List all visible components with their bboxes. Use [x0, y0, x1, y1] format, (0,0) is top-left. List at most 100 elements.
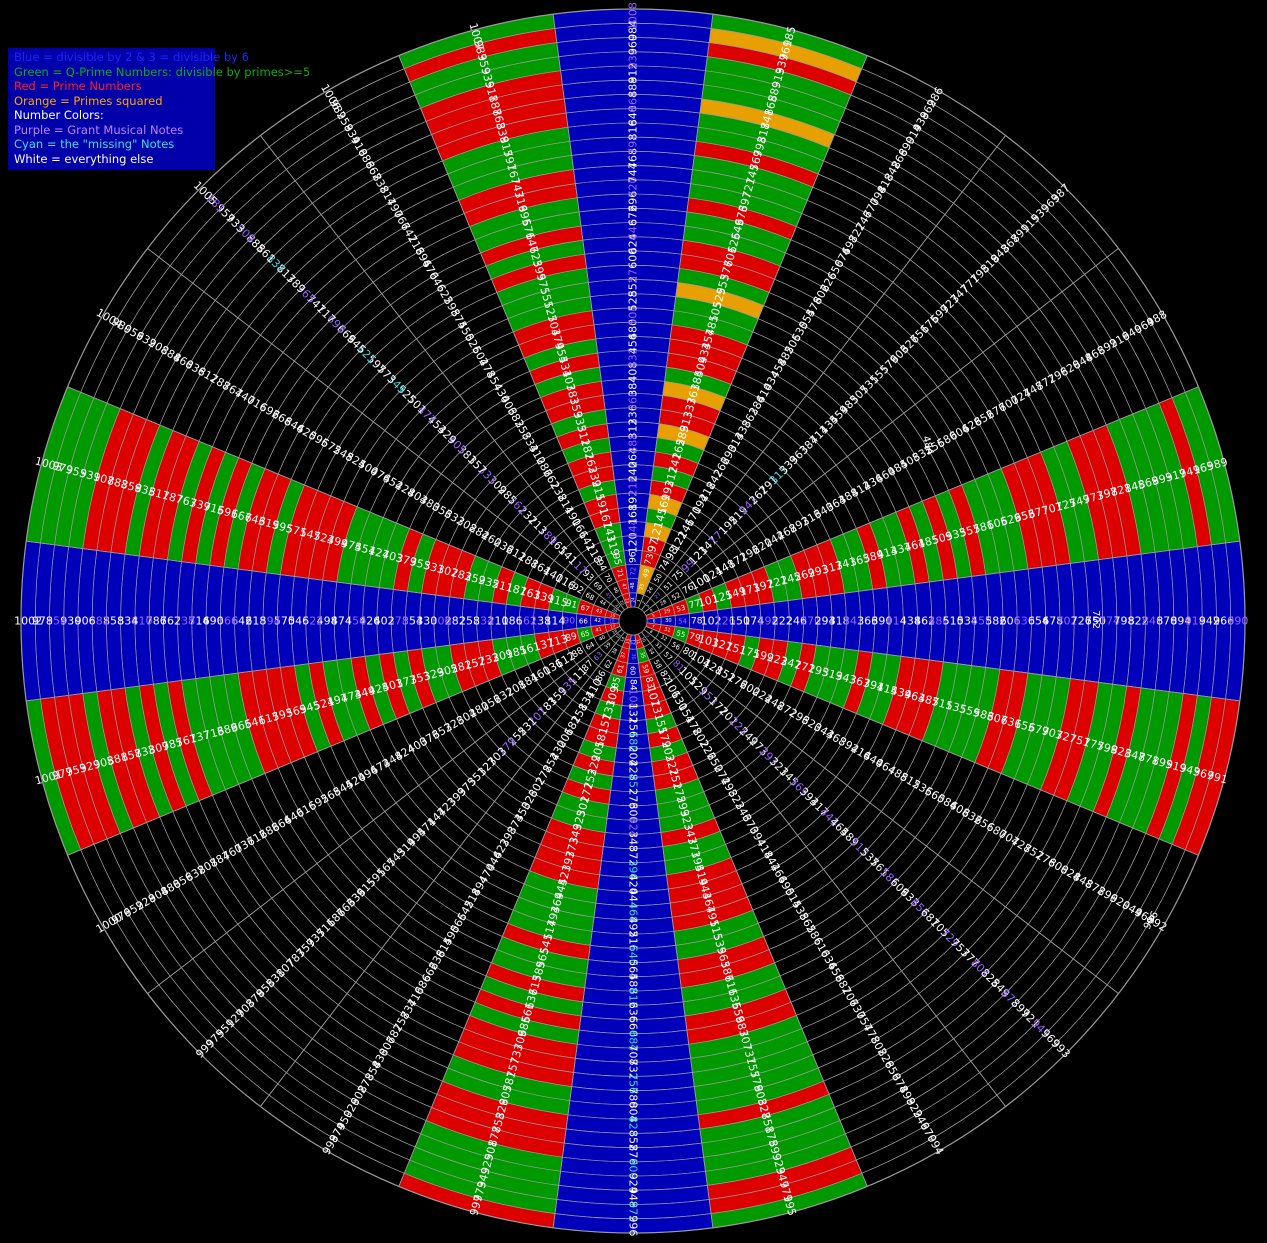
- wheel-number-463: 463: [903, 688, 927, 706]
- wheel-number-821: 821: [1109, 481, 1133, 499]
- wheel-number-601: 601: [722, 245, 740, 269]
- wheel-number-169: 169: [655, 492, 673, 516]
- wheel-number-918: 918: [1185, 615, 1206, 628]
- wheel-number-582: 582: [985, 615, 1006, 628]
- wheel-number-150: 150: [729, 615, 750, 628]
- wheel-number-1008: 1008: [627, 2, 640, 30]
- wheel-number-175: 175: [738, 643, 762, 661]
- wheel-number-462: 462: [914, 615, 935, 628]
- wheel-number-559: 559: [958, 702, 982, 720]
- wheel-number-893: 893: [1150, 470, 1174, 488]
- wheel-number-509: 509: [930, 529, 954, 547]
- wheel-number-367: 367: [848, 673, 872, 691]
- wheel-number-727: 727: [1054, 728, 1078, 746]
- wheel-number-102: 102: [701, 615, 722, 628]
- wheel-number-558: 558: [971, 615, 992, 628]
- wheel-number-55: 55: [675, 628, 686, 639]
- wheel-cells: [20, 8, 1246, 1234]
- wheel-number-577: 577: [718, 259, 736, 283]
- wheel-spoke-line: [632, 620, 714, 1228]
- wheel-number-78: 78: [691, 616, 703, 627]
- wheel-number-390: 390: [871, 615, 892, 628]
- wheel-spoke-line: [632, 55, 868, 622]
- wheel-number-817: 817: [755, 121, 773, 145]
- wheel-number-8: 8: [649, 629, 654, 635]
- wheel-number-996: 996: [627, 1215, 640, 1236]
- wheel-number-271: 271: [793, 658, 817, 676]
- annotation-702: 702: [1090, 609, 1102, 630]
- wheel-number-553: 553: [714, 272, 732, 296]
- legend-line-cyan: Cyan = the "missing" Notes: [14, 137, 175, 151]
- wheel-number-149: 149: [724, 584, 748, 602]
- wheel-number-511: 511: [930, 695, 954, 713]
- wheel-spoke-line: [632, 620, 1006, 1107]
- wheel-number-66: 66: [579, 617, 589, 626]
- wheel-number-2: 2: [641, 600, 647, 605]
- wheel-number-919: 919: [1164, 758, 1188, 776]
- wheel-spoke-line: [398, 620, 634, 1187]
- legend-line-green: Green = Q-Prime Numbers: divisible by pr…: [14, 64, 311, 79]
- wheel-number-32: 32: [659, 634, 668, 642]
- legend-line-red: Red = Prime Numbers: [14, 79, 142, 93]
- wheel-number-1002: 1002: [14, 615, 42, 628]
- wheel-number-865: 865: [762, 94, 780, 118]
- wheel-spoke-line: [552, 14, 634, 622]
- wheel-number-775: 775: [1082, 735, 1106, 753]
- wheel-number-53: 53: [675, 603, 686, 614]
- wheel-number-437: 437: [889, 540, 913, 558]
- wheel-number-342: 342: [843, 615, 864, 628]
- wheel-number-12: 12: [631, 640, 636, 646]
- wheel-number-391: 391: [862, 676, 886, 694]
- wheel-spoke-line: [398, 55, 634, 622]
- wheel-number-581: 581: [972, 518, 996, 536]
- wheel-number-649: 649: [729, 217, 747, 241]
- wheel-number-846: 846: [1142, 615, 1163, 628]
- wheel-number-990: 990: [1227, 615, 1248, 628]
- wheel-number-607: 607: [985, 710, 1009, 728]
- wheel-number-797: 797: [1095, 485, 1119, 503]
- wheel-number-961: 961: [777, 39, 795, 63]
- wheel-number-25: 25: [638, 583, 645, 591]
- wheel-number-655: 655: [1013, 717, 1037, 735]
- wheel-number-889: 889: [766, 80, 784, 104]
- wheel-number-439: 439: [889, 684, 913, 702]
- wheel-number-913: 913: [770, 66, 788, 90]
- wheel-number-26: 26: [646, 586, 654, 595]
- legend-box: Blue = divisible by 2 & 3 = divisible by…: [8, 48, 311, 170]
- wheel-number-241: 241: [666, 451, 684, 475]
- wheel-number-823: 823: [1109, 743, 1133, 761]
- wheel-number-871: 871: [1137, 750, 1161, 768]
- wheel-number-534: 534: [957, 615, 978, 628]
- wheel-spoke-line: [632, 248, 1119, 622]
- wheel-number-79: 79: [688, 631, 702, 645]
- wheel-number-606: 606: [1000, 615, 1021, 628]
- wheel-number-385: 385: [688, 369, 706, 393]
- wheel-number-217: 217: [663, 465, 681, 489]
- wheel-number-49: 49: [640, 567, 651, 579]
- wheel-number-937: 937: [773, 52, 791, 76]
- wheel-number-6: 6: [653, 619, 656, 624]
- wheel-number-337: 337: [681, 396, 699, 420]
- wheel-number-774: 774: [1099, 615, 1120, 628]
- wheel-number-510: 510: [943, 615, 964, 628]
- wheel-number-145: 145: [652, 506, 670, 530]
- wheel-number-174: 174: [743, 615, 764, 628]
- wheel-number-293: 293: [807, 562, 831, 580]
- wheel-number-31: 31: [663, 626, 671, 633]
- wheel-number-341: 341: [834, 555, 858, 573]
- wheel-number-943: 943: [1178, 761, 1202, 779]
- wheel-number-745: 745: [744, 162, 762, 186]
- wheel-number-965: 965: [1192, 459, 1216, 477]
- wheel-number-841: 841: [758, 107, 776, 131]
- wheel-spoke-line: [632, 540, 1240, 622]
- wheel-number-54: 54: [678, 617, 688, 626]
- wheel-number-27: 27: [654, 592, 663, 601]
- wheel-number-822: 822: [1128, 615, 1149, 628]
- wheel-number-97: 97: [645, 537, 661, 554]
- wheel-number-487: 487: [917, 691, 941, 709]
- wheel-number-4: 4: [649, 607, 654, 613]
- wheel-spoke-line: [632, 620, 1119, 994]
- wheel-number-270: 270: [800, 615, 821, 628]
- wheel-number-991: 991: [1205, 769, 1229, 787]
- wheel-spoke-line: [552, 620, 634, 1228]
